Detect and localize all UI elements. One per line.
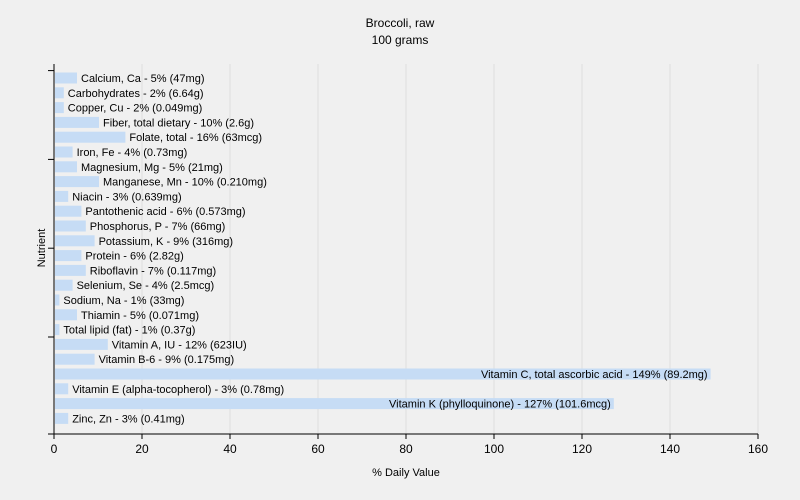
chart-subtitle: 100 grams — [371, 33, 429, 47]
bar — [55, 116, 99, 128]
x-tick-label: 0 — [51, 442, 58, 456]
bar — [55, 102, 64, 114]
bar-label: Vitamin A, IU - 12% (623IU) — [112, 339, 247, 351]
bar-label: Selenium, Se - 4% (2.5mcg) — [77, 280, 215, 292]
x-tick-label: 20 — [135, 442, 149, 456]
bar — [55, 161, 77, 173]
bar-label: Phosphorus, P - 7% (66mg) — [90, 221, 226, 233]
x-tick-label: 80 — [399, 442, 413, 456]
bar-label: Manganese, Mn - 10% (0.210mg) — [103, 177, 267, 189]
bar — [55, 146, 73, 158]
bar-label: Zinc, Zn - 3% (0.41mg) — [72, 413, 184, 425]
bar-label: Copper, Cu - 2% (0.049mg) — [68, 103, 203, 115]
chart-title: Broccoli, raw — [365, 16, 435, 30]
bar-label: Calcium, Ca - 5% (47mg) — [81, 73, 204, 85]
x-tick-label: 120 — [572, 442, 592, 456]
bar-label: Folate, total - 16% (63mcg) — [129, 132, 262, 144]
y-axis-title: Nutrient — [36, 229, 48, 268]
bar-label: Vitamin B-6 - 9% (0.175mg) — [99, 354, 235, 366]
bar — [55, 338, 108, 350]
x-tick-label: 160 — [748, 442, 768, 456]
bar-label: Iron, Fe - 4% (0.73mg) — [77, 147, 188, 159]
bar — [55, 324, 60, 336]
bar — [55, 383, 69, 395]
x-tick-label: 60 — [311, 442, 325, 456]
bar-label: Vitamin E (alpha-tocopherol) - 3% (0.78m… — [72, 384, 284, 396]
bar — [55, 368, 711, 380]
bar-label: Carbohydrates - 2% (6.64g) — [68, 88, 204, 100]
bar — [55, 294, 60, 306]
bar — [55, 72, 77, 84]
bar — [55, 176, 99, 188]
bar-label: Vitamin K (phylloquinone) - 127% (101.6m… — [389, 399, 611, 411]
bar — [55, 190, 69, 202]
bar-label: Niacin - 3% (0.639mg) — [72, 191, 181, 203]
bar-label: Vitamin C, total ascorbic acid - 149% (8… — [481, 369, 708, 381]
bars: Calcium, Ca - 5% (47mg) Carbohydrates - 2… — [55, 72, 711, 425]
bar — [55, 235, 95, 247]
x-tick-label: 100 — [484, 442, 504, 456]
bar — [55, 412, 69, 424]
bar — [55, 309, 77, 321]
bar-label: Total lipid (fat) - 1% (0.37g) — [63, 325, 195, 337]
axes: 0 20 40 60 80 100 120 140 160 — [48, 64, 768, 456]
x-axis-title: % Daily Value — [372, 467, 440, 479]
bar — [55, 220, 86, 232]
bar-label: Potassium, K - 9% (316mg) — [99, 236, 234, 248]
bar-label: Thiamin - 5% (0.071mg) — [81, 310, 199, 322]
bar-label: Fiber, total dietary - 10% (2.6g) — [103, 117, 254, 129]
bar — [55, 131, 126, 143]
x-tick-label: 140 — [660, 442, 680, 456]
bar-label: Sodium, Na - 1% (33mg) — [63, 295, 184, 307]
bar — [55, 87, 64, 99]
bar — [55, 250, 82, 262]
bar — [55, 353, 95, 365]
bar-label: Magnesium, Mg - 5% (21mg) — [81, 162, 223, 174]
bar — [55, 205, 82, 217]
bar — [55, 264, 86, 276]
bar-label: Pantothenic acid - 6% (0.573mg) — [85, 206, 245, 218]
x-tick-label: 40 — [223, 442, 237, 456]
bar-label: Riboflavin - 7% (0.117mg) — [90, 265, 216, 277]
bar — [55, 398, 614, 410]
bar — [55, 279, 73, 291]
bar-label: Protein - 6% (2.82g) — [85, 251, 183, 263]
